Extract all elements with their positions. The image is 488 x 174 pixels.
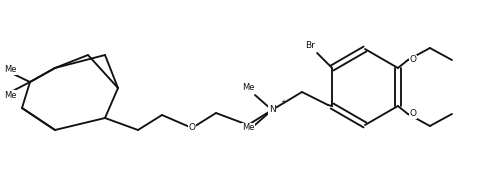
Text: +: + [280,99,286,105]
Text: Br: Br [305,42,315,50]
Text: Me: Me [242,124,254,132]
Text: Me: Me [4,90,17,100]
Text: Me: Me [4,65,17,74]
Text: O: O [409,56,416,65]
Text: N: N [268,105,275,114]
Text: O: O [188,124,196,132]
Text: Me: Me [242,84,254,93]
Text: O: O [409,109,416,118]
